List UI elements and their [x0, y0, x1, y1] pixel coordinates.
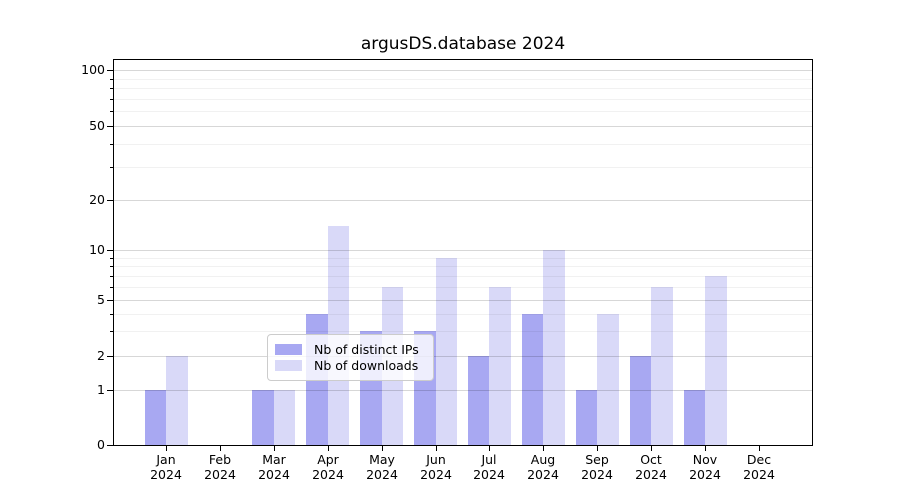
gridline-major-20: [114, 200, 812, 201]
gridline-minor-9: [114, 258, 812, 259]
bar-nb-of-downloads-oct-2024: [651, 286, 673, 445]
y-tick-50: [107, 126, 113, 127]
x-tick-label-mar-2024: Mar 2024: [258, 452, 290, 482]
x-tick-jul-2024: [489, 446, 490, 451]
bar-nb-of-downloads-mar-2024: [273, 390, 296, 445]
bar-nb-of-downloads-sep-2024: [597, 313, 619, 445]
y-minortick-90: [110, 79, 113, 80]
y-tick-label-5: 5: [97, 292, 105, 307]
y-tick-1: [107, 390, 113, 391]
legend-item-downloads: Nb of downloads: [275, 358, 425, 375]
x-tick-apr-2024: [328, 446, 329, 451]
x-tick-mar-2024: [274, 446, 275, 451]
y-minortick-3: [110, 331, 113, 332]
y-tick-label-50: 50: [89, 118, 105, 133]
gridline-major-2: [114, 356, 812, 357]
gridline-major-1: [114, 390, 812, 391]
gridline-minor-80: [114, 88, 812, 89]
y-tick-label-20: 20: [89, 192, 105, 207]
x-tick-label-dec-2024: Dec 2024: [743, 452, 775, 482]
y-tick-2: [107, 356, 113, 357]
x-tick-label-apr-2024: Apr 2024: [312, 452, 344, 482]
bar-nb-of-downloads-jun-2024: [435, 257, 457, 445]
bar-nb-of-downloads-jan-2024: [166, 356, 188, 445]
y-tick-label-2: 2: [97, 348, 105, 363]
gridline-minor-60: [114, 111, 812, 112]
x-tick-label-jun-2024: Jun 2024: [420, 452, 452, 482]
y-minortick-40: [110, 144, 113, 145]
y-tick-label-1: 1: [97, 382, 105, 397]
bar-nb-of-distinct-ips-jul-2024: [467, 356, 490, 445]
x-tick-label-feb-2024: Feb 2024: [204, 452, 236, 482]
y-tick-label-10: 10: [89, 242, 105, 257]
y-minortick-6: [110, 287, 113, 288]
y-tick-5: [107, 300, 113, 301]
gridline-minor-30: [114, 167, 812, 168]
y-minortick-9: [110, 258, 113, 259]
legend-swatch-downloads: [275, 360, 302, 372]
x-tick-label-may-2024: May 2024: [366, 452, 398, 482]
legend: Nb of distinct IPs Nb of downloads: [267, 334, 434, 381]
y-tick-20: [107, 200, 113, 201]
plot-area: [113, 59, 813, 446]
gridline-minor-3: [114, 331, 812, 332]
y-minortick-30: [110, 167, 113, 168]
chart-title: argusDS.database 2024: [360, 34, 566, 54]
bar-nb-of-downloads-aug-2024: [543, 250, 565, 445]
gridline-major-100: [114, 70, 812, 71]
y-minortick-4: [110, 314, 113, 315]
y-minortick-70: [110, 99, 113, 100]
gridline-minor-90: [114, 79, 812, 80]
x-tick-jan-2024: [166, 446, 167, 451]
legend-item-distinct-ips: Nb of distinct IPs: [275, 341, 425, 358]
gridline-minor-8: [114, 266, 812, 267]
x-tick-label-nov-2024: Nov 2024: [689, 452, 721, 482]
gridline-major-10: [114, 250, 812, 251]
x-tick-dec-2024: [759, 446, 760, 451]
gridline-minor-6: [114, 287, 812, 288]
bar-nb-of-distinct-ips-mar-2024: [252, 390, 274, 445]
gridline-minor-70: [114, 99, 812, 100]
gridline-minor-4: [114, 314, 812, 315]
x-tick-may-2024: [382, 446, 383, 451]
x-tick-feb-2024: [220, 446, 221, 451]
x-tick-label-jan-2024: Jan 2024: [150, 452, 182, 482]
x-tick-label-jul-2024: Jul 2024: [473, 452, 505, 482]
legend-label-distinct-ips: Nb of distinct IPs: [314, 341, 419, 357]
gridline-minor-7: [114, 276, 812, 277]
y-minortick-7: [110, 276, 113, 277]
bar-nb-of-distinct-ips-nov-2024: [683, 390, 705, 445]
y-tick-0: [107, 445, 113, 446]
x-tick-oct-2024: [651, 446, 652, 451]
bar-nb-of-distinct-ips-aug-2024: [521, 313, 544, 445]
gridline-major-50: [114, 126, 812, 127]
bar-nb-of-distinct-ips-sep-2024: [575, 390, 598, 445]
bar-nb-of-downloads-jul-2024: [489, 286, 511, 445]
x-tick-sep-2024: [597, 446, 598, 451]
legend-swatch-distinct-ips: [275, 343, 302, 355]
y-minortick-80: [110, 88, 113, 89]
y-tick-100: [107, 70, 113, 71]
bar-nb-of-distinct-ips-jan-2024: [144, 390, 166, 445]
x-tick-label-aug-2024: Aug 2024: [527, 452, 559, 482]
x-tick-nov-2024: [705, 446, 706, 451]
y-minortick-60: [110, 111, 113, 112]
x-tick-aug-2024: [543, 446, 544, 451]
gridline-major-5: [114, 300, 812, 301]
bar-nb-of-distinct-ips-oct-2024: [629, 356, 652, 445]
y-minortick-8: [110, 266, 113, 267]
gridline-minor-40: [114, 144, 812, 145]
y-tick-label-0: 0: [97, 437, 105, 452]
y-tick-label-100: 100: [81, 62, 105, 77]
legend-label-downloads: Nb of downloads: [314, 358, 419, 374]
y-tick-10: [107, 250, 113, 251]
x-tick-jun-2024: [436, 446, 437, 451]
bar-nb-of-downloads-nov-2024: [705, 275, 727, 445]
x-tick-label-oct-2024: Oct 2024: [635, 452, 667, 482]
x-tick-label-sep-2024: Sep 2024: [581, 452, 613, 482]
